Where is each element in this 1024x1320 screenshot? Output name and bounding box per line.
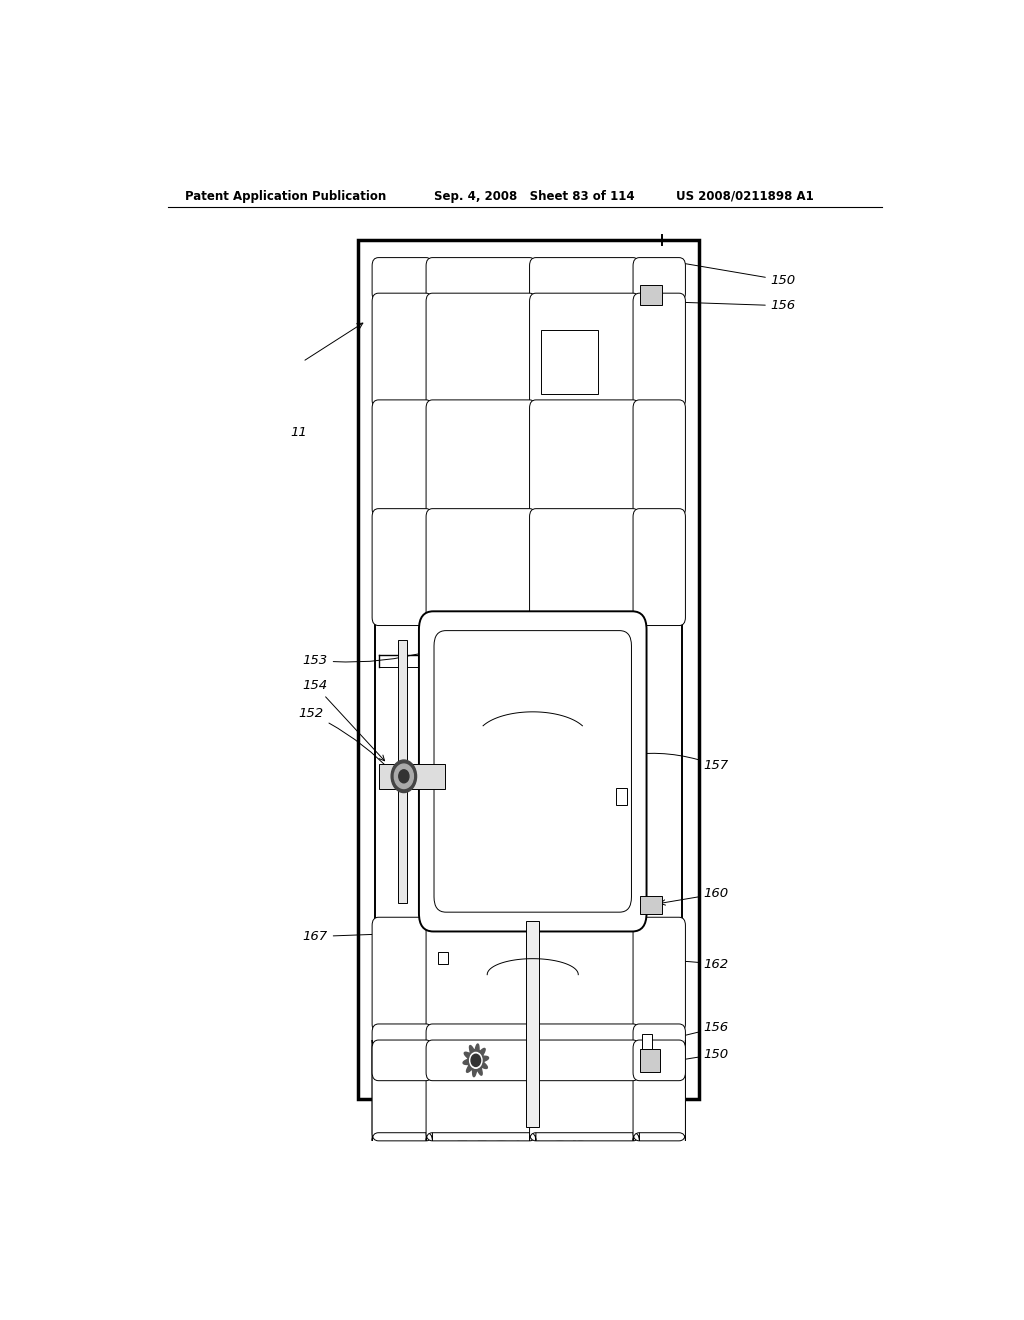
FancyBboxPatch shape (372, 917, 432, 1032)
FancyBboxPatch shape (434, 631, 632, 912)
FancyBboxPatch shape (529, 1040, 639, 1140)
Text: 156: 156 (643, 1022, 729, 1045)
FancyBboxPatch shape (426, 293, 536, 408)
Bar (397, 640, 407, 903)
FancyBboxPatch shape (372, 400, 432, 517)
Bar (615, 788, 628, 805)
FancyBboxPatch shape (633, 1024, 685, 1140)
FancyBboxPatch shape (426, 917, 536, 1032)
Bar (640, 1049, 660, 1072)
Bar (541, 330, 598, 393)
FancyBboxPatch shape (372, 1040, 432, 1140)
Polygon shape (463, 1044, 488, 1077)
Text: 154: 154 (303, 678, 385, 760)
FancyBboxPatch shape (633, 917, 685, 1032)
FancyBboxPatch shape (426, 508, 536, 626)
FancyBboxPatch shape (426, 1024, 536, 1140)
Bar (438, 952, 447, 964)
FancyBboxPatch shape (633, 400, 685, 517)
Text: 11: 11 (290, 426, 307, 440)
FancyBboxPatch shape (426, 257, 536, 301)
Circle shape (471, 1055, 480, 1067)
FancyBboxPatch shape (529, 1024, 639, 1140)
FancyBboxPatch shape (529, 257, 639, 301)
Bar (375, 261, 682, 1077)
FancyBboxPatch shape (372, 1040, 432, 1081)
FancyBboxPatch shape (529, 293, 639, 408)
FancyBboxPatch shape (419, 611, 646, 932)
FancyBboxPatch shape (372, 1024, 432, 1140)
Text: 150: 150 (643, 1048, 729, 1067)
FancyBboxPatch shape (633, 257, 685, 301)
FancyBboxPatch shape (633, 293, 685, 408)
Text: 157: 157 (621, 752, 729, 772)
Bar (640, 896, 663, 915)
Text: 153: 153 (303, 649, 429, 667)
Bar (640, 285, 663, 305)
Bar (379, 763, 445, 789)
FancyBboxPatch shape (529, 400, 639, 517)
Text: 167: 167 (303, 929, 447, 942)
Text: 152: 152 (299, 708, 393, 774)
Text: Sep. 4, 2008   Sheet 83 of 114: Sep. 4, 2008 Sheet 83 of 114 (433, 190, 634, 202)
FancyBboxPatch shape (426, 1040, 536, 1081)
FancyBboxPatch shape (529, 1040, 639, 1081)
Bar (358, 240, 699, 1098)
Text: 162: 162 (552, 958, 729, 975)
FancyBboxPatch shape (633, 1040, 685, 1140)
Text: 150: 150 (654, 259, 796, 286)
Text: 156: 156 (655, 300, 796, 313)
FancyBboxPatch shape (426, 1040, 536, 1140)
Circle shape (391, 760, 417, 792)
Text: FIG. 78b: FIG. 78b (458, 1117, 592, 1147)
Circle shape (398, 770, 409, 783)
FancyBboxPatch shape (426, 400, 536, 517)
Bar (642, 1034, 651, 1049)
Text: US 2008/0211898 A1: US 2008/0211898 A1 (676, 190, 813, 202)
FancyBboxPatch shape (529, 917, 639, 1032)
FancyBboxPatch shape (372, 257, 432, 301)
Text: 160: 160 (659, 887, 729, 906)
Circle shape (394, 764, 414, 788)
Circle shape (470, 1052, 482, 1068)
FancyBboxPatch shape (372, 293, 432, 408)
FancyBboxPatch shape (633, 1040, 685, 1081)
FancyBboxPatch shape (529, 508, 639, 626)
Text: Patent Application Publication: Patent Application Publication (185, 190, 386, 202)
FancyBboxPatch shape (372, 508, 432, 626)
Bar (526, 921, 539, 1127)
FancyBboxPatch shape (633, 508, 685, 626)
